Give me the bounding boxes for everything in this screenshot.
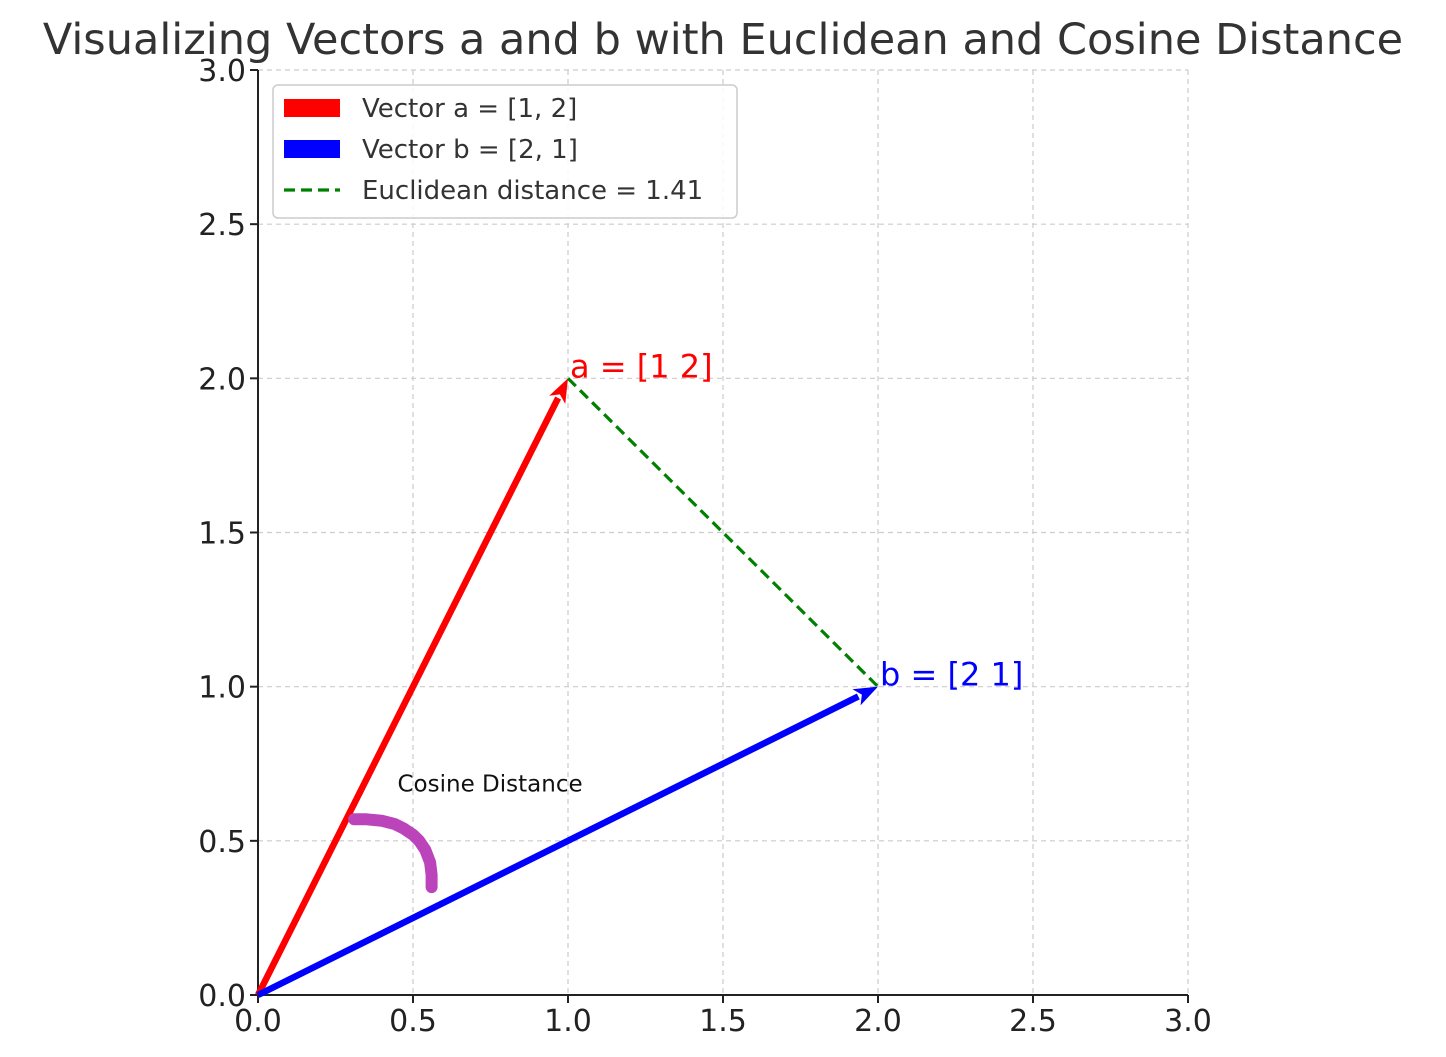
y-tick-label: 0.0: [198, 979, 246, 1014]
x-tick-label: 1.0: [544, 1004, 592, 1039]
y-tick-label: 2.5: [198, 208, 246, 243]
euclidean-distance-line: [566, 377, 880, 688]
y-tick-label: 3.0: [198, 54, 246, 89]
x-tick-label: 2.5: [1009, 1004, 1057, 1039]
x-tick-label: 1.5: [699, 1004, 747, 1039]
vector-a-shaft: [255, 396, 562, 997]
vector-a-arrowhead: [549, 378, 568, 404]
legend: Vector a = [1, 2] Vector b = [2, 1] Euclid…: [272, 84, 738, 219]
legend-euclidean-text: Euclidean distance = 1.41: [362, 176, 703, 206]
cosine-distance-arc: [348, 813, 438, 894]
ticks: 0.0 0.5 1.0 1.5 2.0 2.5 3.0 0.0 0.5 1.0 1.5 2.0 2.5 3…: [198, 54, 1212, 1039]
vector-a-label: a = [1 2]: [570, 347, 713, 385]
legend-box: [272, 84, 738, 219]
annotations: a = [1 2] b = [2 1] Cosine Distance: [398, 347, 1024, 797]
legend-vector-b-swatch: [284, 140, 340, 158]
series: [255, 377, 880, 998]
x-tick-label: 0.0: [234, 1004, 282, 1039]
legend-vector-b-text: Vector b = [2, 1]: [362, 135, 578, 165]
y-tick-label: 0.5: [198, 825, 246, 860]
x-tick-label: 3.0: [1164, 1004, 1212, 1039]
vector-b-label: b = [2 1]: [880, 656, 1023, 694]
cosine-distance-label: Cosine Distance: [398, 772, 583, 798]
y-tick-label: 1.0: [198, 671, 246, 706]
x-tick-label: 0.5: [389, 1004, 437, 1039]
legend-vector-a-swatch: [284, 99, 340, 117]
y-tick-label: 2.0: [198, 362, 246, 397]
vector-b-arrowhead: [852, 686, 878, 706]
vector-b-shaft: [256, 693, 860, 998]
x-tick-label: 2.0: [854, 1004, 902, 1039]
chart-title: Visualizing Vectors a and b with Euclide…: [43, 15, 1403, 65]
y-tick-label: 1.5: [198, 517, 246, 552]
legend-vector-a-text: Vector a = [1, 2]: [362, 94, 577, 124]
